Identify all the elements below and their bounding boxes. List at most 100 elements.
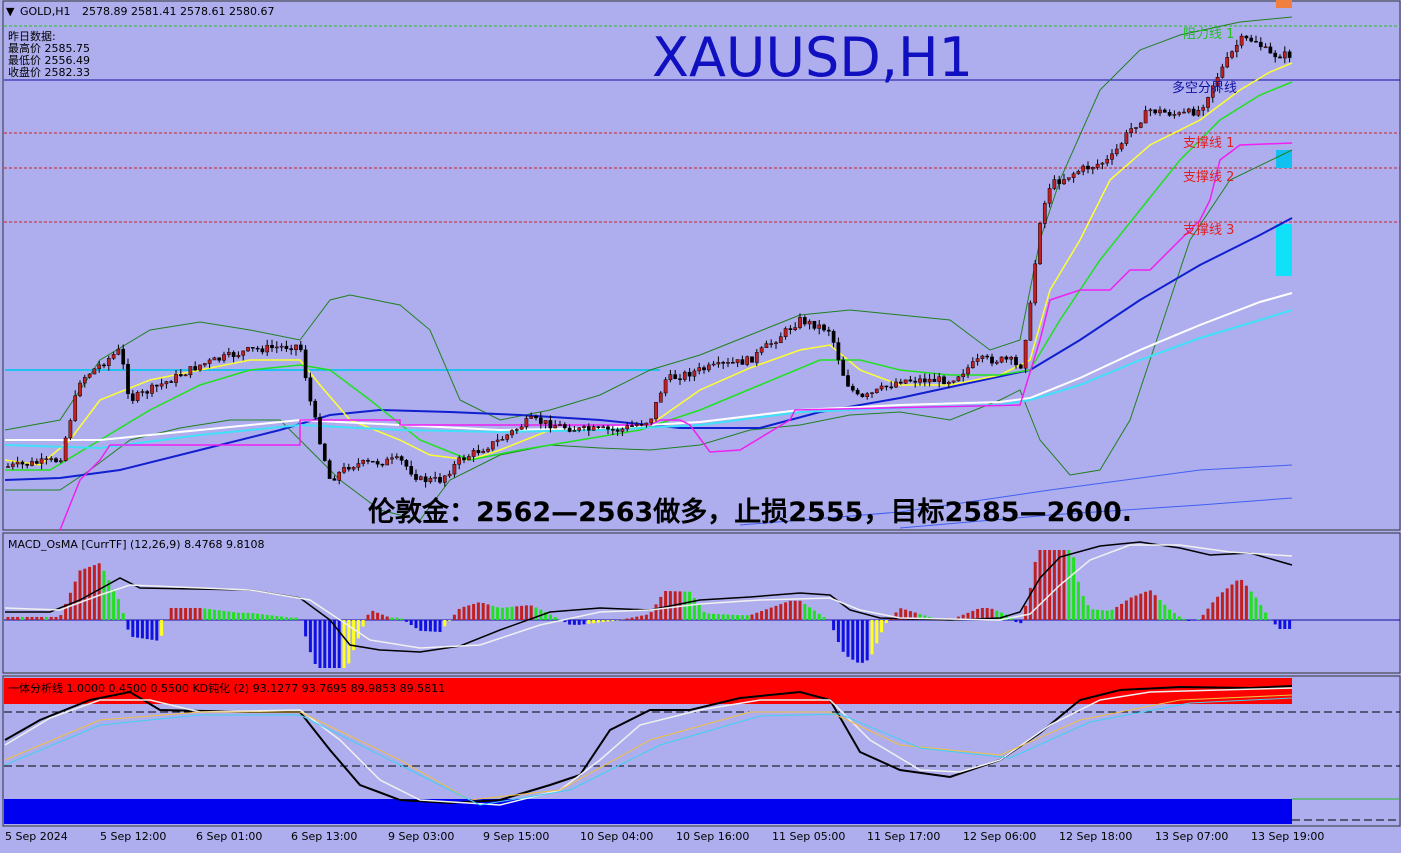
histogram-bar [314,620,317,664]
histogram-bar [506,607,509,620]
histogram-bar [1211,602,1214,620]
histogram-bar [1240,580,1243,620]
histogram-bar [880,620,883,632]
candle-body [1125,133,1128,144]
candle-body [1029,303,1032,340]
x-label: 6 Sep 01:00 [196,830,262,843]
histogram-bar [549,615,552,620]
histogram-bar [1187,620,1190,621]
histogram-bar [179,608,182,620]
candle-body [962,374,965,377]
oversold-band [4,799,1292,824]
histogram-bar [832,620,835,630]
histogram-bar [1125,601,1128,620]
x-label: 10 Sep 16:00 [676,830,749,843]
histogram-bar [227,611,230,620]
histogram-bar [141,620,144,638]
candle-body [1192,109,1195,115]
histogram-bar [885,620,888,623]
candle-body [237,355,240,357]
candle-body [798,317,801,327]
histogram-bar [635,617,638,620]
candle-body [69,421,72,438]
histogram-bar [1096,610,1099,620]
candle-body [1101,163,1104,164]
histogram-bar [309,620,312,652]
histogram-bar [160,620,163,636]
ohlc: 2578.89 2581.41 2578.61 2580.67 [82,5,274,18]
candle-body [213,358,216,360]
candle-body [184,375,187,376]
candle-body [534,416,537,418]
candle-body [390,458,393,459]
x-label: 9 Sep 15:00 [483,830,549,843]
candle-body [822,325,825,330]
candle-body [1048,189,1051,204]
histogram-bar [1111,610,1114,620]
candle-body [198,365,201,370]
histogram-bar [655,604,658,620]
candle-body [1240,36,1243,45]
histogram-bar [1183,619,1186,620]
histogram-bar [597,620,600,623]
candle-body [107,358,110,365]
x-label: 9 Sep 03:00 [388,830,454,843]
histogram-bar [103,571,106,620]
candle-body [357,463,360,467]
candle-body [35,461,38,463]
candle-body [352,467,355,469]
candle-body [448,474,451,476]
candle-body [683,372,686,379]
candle-body [736,360,739,363]
histogram-bar [741,615,744,620]
candle-body [909,380,912,381]
histogram-bar [410,620,413,625]
histogram-bar [203,609,206,620]
candle-body [885,386,888,387]
histogram-bar [1106,611,1109,620]
candle-body [654,402,657,419]
candle-body [616,430,619,432]
candle-body [1038,223,1041,263]
candle-body [429,478,432,482]
level-label: 支撑线 2 [1183,170,1234,185]
histogram-bar [59,615,62,620]
candle-body [722,362,725,363]
candle-body [381,464,384,465]
histogram-bar [405,620,408,622]
histogram-bar [45,617,48,620]
histogram-bar [376,613,379,620]
candle-body [582,426,585,427]
candle-body [784,329,787,337]
histogram-bar [837,620,840,642]
candle-body [1264,47,1267,48]
candle-body [750,357,753,363]
symbol-arrow: ▼ [6,5,15,18]
candle-body [486,449,489,451]
candle-body [328,461,331,479]
histogram-bar [458,609,461,620]
histogram-bar [707,614,710,620]
candle-body [986,356,989,357]
candle-body [189,366,192,374]
histogram-bar [151,620,154,640]
candle-body [270,345,273,348]
histogram-bar [1135,596,1138,620]
candle-body [482,451,485,453]
candle-body [789,329,792,330]
candle-body [222,355,225,361]
histogram-bar [1207,609,1210,620]
histogram-bar [1019,620,1022,623]
candle-body [746,357,749,365]
histogram-bar [511,607,514,620]
candle-body [1014,357,1017,365]
candle-body [712,364,715,365]
candle-body [290,349,293,350]
candle-body [803,317,806,324]
candle-body [496,440,499,442]
histogram-bar [31,617,34,620]
candle-body [1062,179,1065,183]
candle-body [45,459,48,460]
candle-body [160,384,163,386]
